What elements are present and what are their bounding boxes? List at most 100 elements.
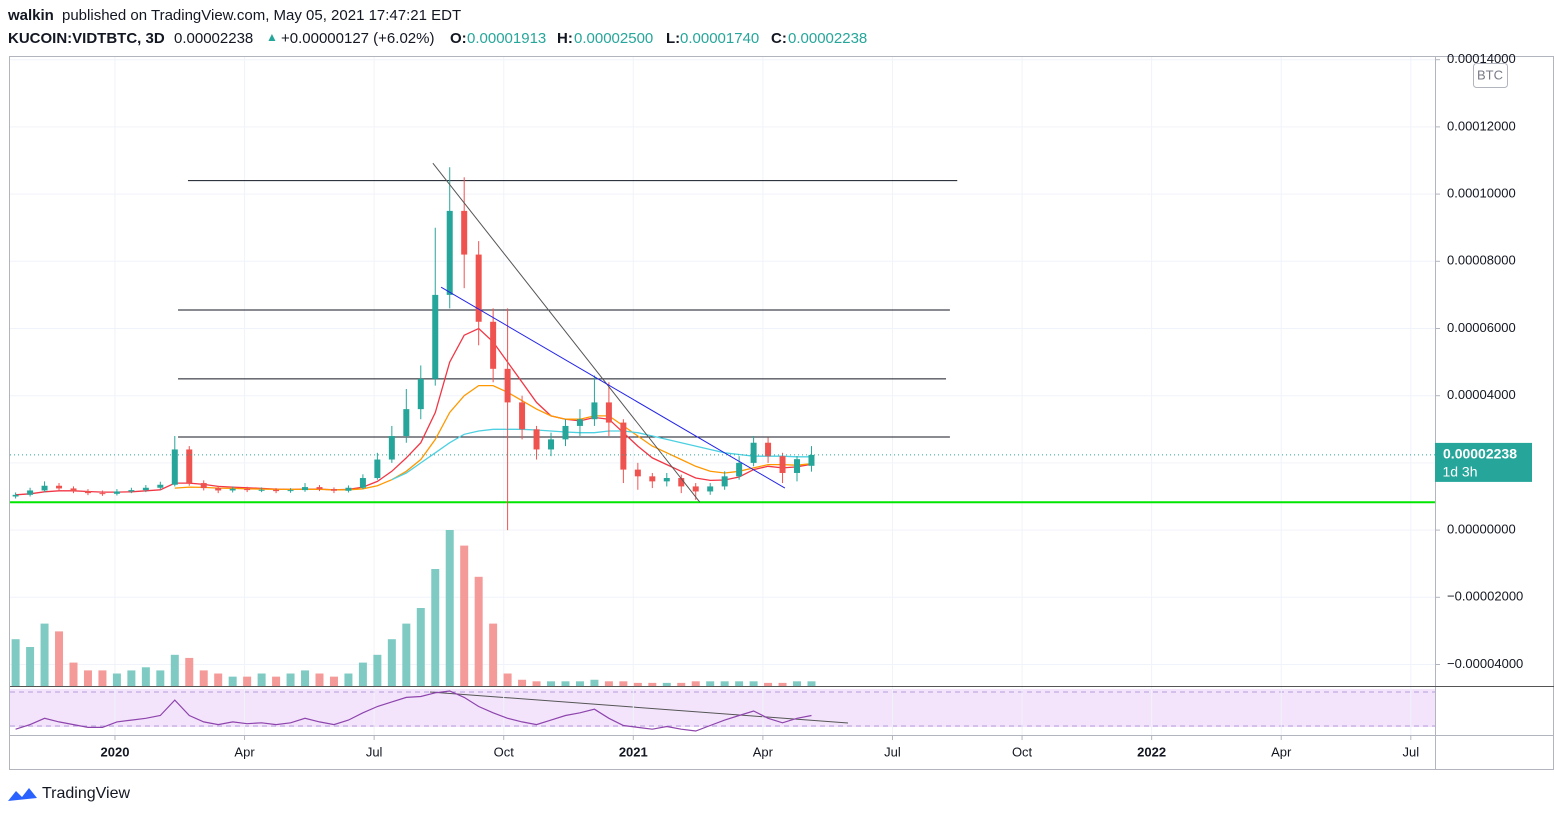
last-price-label: 0.00002238	[1443, 446, 1517, 462]
volume-bar	[460, 545, 469, 686]
candle-body	[750, 442, 757, 463]
candle-body	[678, 478, 685, 487]
candle-body	[215, 488, 222, 491]
volume-bar	[677, 682, 686, 686]
candle-body	[200, 483, 207, 489]
candle-body	[461, 210, 468, 255]
candle-body	[649, 476, 656, 482]
volume-bar	[575, 681, 584, 686]
volume-bar	[648, 682, 657, 686]
candle-body	[128, 490, 135, 492]
candle-body	[475, 254, 482, 322]
volume-bar	[720, 681, 729, 686]
candle-body	[417, 378, 424, 410]
candle-body	[446, 210, 453, 295]
volume-bar	[532, 681, 541, 686]
volume-bar	[344, 673, 353, 686]
candle-body	[113, 491, 120, 494]
volume-bar	[749, 681, 758, 686]
volume-bar	[662, 682, 671, 686]
candle-body	[374, 459, 381, 479]
published: published on TradingView.com, May 05, 20…	[62, 7, 461, 24]
l-value: 0.00001740	[680, 30, 759, 47]
volume-bar	[257, 673, 266, 686]
volume-bar	[416, 608, 425, 686]
candle-body	[142, 487, 149, 491]
moving-average	[174, 384, 812, 491]
volume-bar	[301, 670, 310, 686]
volume-bar	[402, 623, 411, 686]
volume-bar	[228, 676, 237, 686]
arrow: ▲	[266, 30, 278, 44]
y-tick-label: 0.00008000	[1447, 253, 1516, 268]
candle-body	[273, 489, 280, 492]
candle-body	[490, 321, 497, 369]
last: 0.00002238	[174, 30, 253, 47]
volume-bar	[141, 667, 150, 686]
volume-bar	[431, 569, 440, 686]
x-tick-label: Oct	[494, 744, 515, 759]
candle-body	[591, 402, 598, 420]
volume-bar	[691, 681, 700, 686]
candle-body	[359, 478, 366, 488]
y-tick-label: 0.00010000	[1447, 186, 1516, 201]
candle-body	[330, 489, 337, 491]
plot: 0.00014000 0.00012000 0.00010000 0.00008000…	[10, 51, 1523, 759]
candle-body	[707, 486, 714, 492]
candle-body	[12, 494, 19, 497]
candle-body	[157, 484, 164, 488]
volume-bar	[243, 676, 252, 686]
volume-bar	[793, 681, 802, 686]
candle-body	[794, 459, 801, 473]
volume-bar	[199, 670, 208, 686]
volume-bar	[518, 679, 527, 686]
candle-body	[41, 485, 48, 491]
y-tick-label: −0.00004000	[1447, 656, 1523, 671]
volume-bar	[590, 679, 599, 686]
candle-body	[302, 487, 309, 491]
candle-body	[519, 402, 526, 430]
volume-bar	[98, 670, 107, 686]
volume-bar	[40, 623, 49, 686]
volume-bar	[503, 673, 512, 686]
y-tick-label: 0.00006000	[1447, 320, 1516, 335]
candle-body	[171, 449, 178, 485]
volume-bar	[127, 670, 136, 686]
y-tick-label: 0.00004000	[1447, 387, 1516, 402]
x-tick-label: Apr	[1271, 744, 1292, 759]
candle-body	[504, 368, 511, 403]
candle-body	[576, 419, 583, 426]
l-label: L:	[666, 30, 680, 47]
rsi-line	[15, 690, 812, 732]
candle-body	[229, 488, 236, 491]
c-value: 0.00002238	[788, 30, 867, 47]
volume-bar	[69, 662, 78, 686]
y-tick-label: 0.00000000	[1447, 522, 1516, 537]
x-tick-label: Apr	[234, 744, 255, 759]
candle-body	[316, 487, 323, 490]
volume-bar	[764, 682, 773, 686]
y-tick-label: 0.00012000	[1447, 118, 1516, 133]
candle-body	[765, 442, 772, 457]
trendline	[432, 162, 701, 503]
candle-body	[70, 488, 77, 492]
volume-bar	[735, 681, 744, 686]
candle-body	[56, 485, 63, 489]
volume-bar	[156, 670, 165, 686]
candle-body	[258, 489, 265, 491]
volume-bar	[286, 673, 295, 686]
volume-bar	[604, 681, 613, 686]
currency: BTC	[1477, 67, 1503, 82]
x-tick-label: 2021	[619, 744, 648, 759]
volume-bar	[272, 676, 281, 686]
countdown: 1d 3h	[1442, 464, 1477, 480]
o-label: O:	[450, 30, 467, 47]
volume-bar	[83, 670, 92, 686]
volume-bar	[185, 657, 194, 686]
x-tick-label: Jul	[366, 744, 383, 759]
candle-body	[620, 422, 627, 470]
x-tick-label: 2022	[1137, 744, 1166, 759]
candle-body	[432, 294, 439, 379]
candle-body	[548, 439, 555, 450]
y-tick-label: −0.00002000	[1447, 589, 1523, 604]
